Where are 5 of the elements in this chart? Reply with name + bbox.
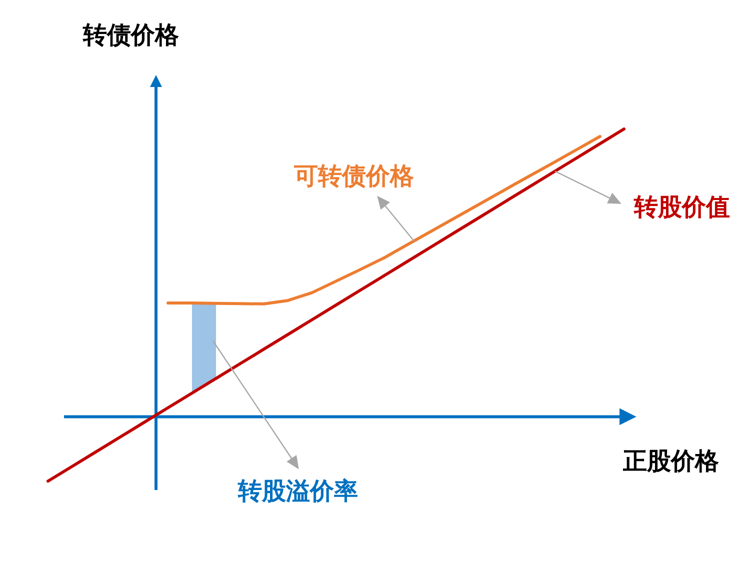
annotation: 转股溢价率 <box>237 477 358 505</box>
x-axis-title: 正股价格 <box>622 447 720 475</box>
text: 转股价值 <box>633 193 730 222</box>
series-label: 可转债价格 <box>293 162 415 190</box>
y-axis-title: 转债价格 <box>82 21 180 49</box>
